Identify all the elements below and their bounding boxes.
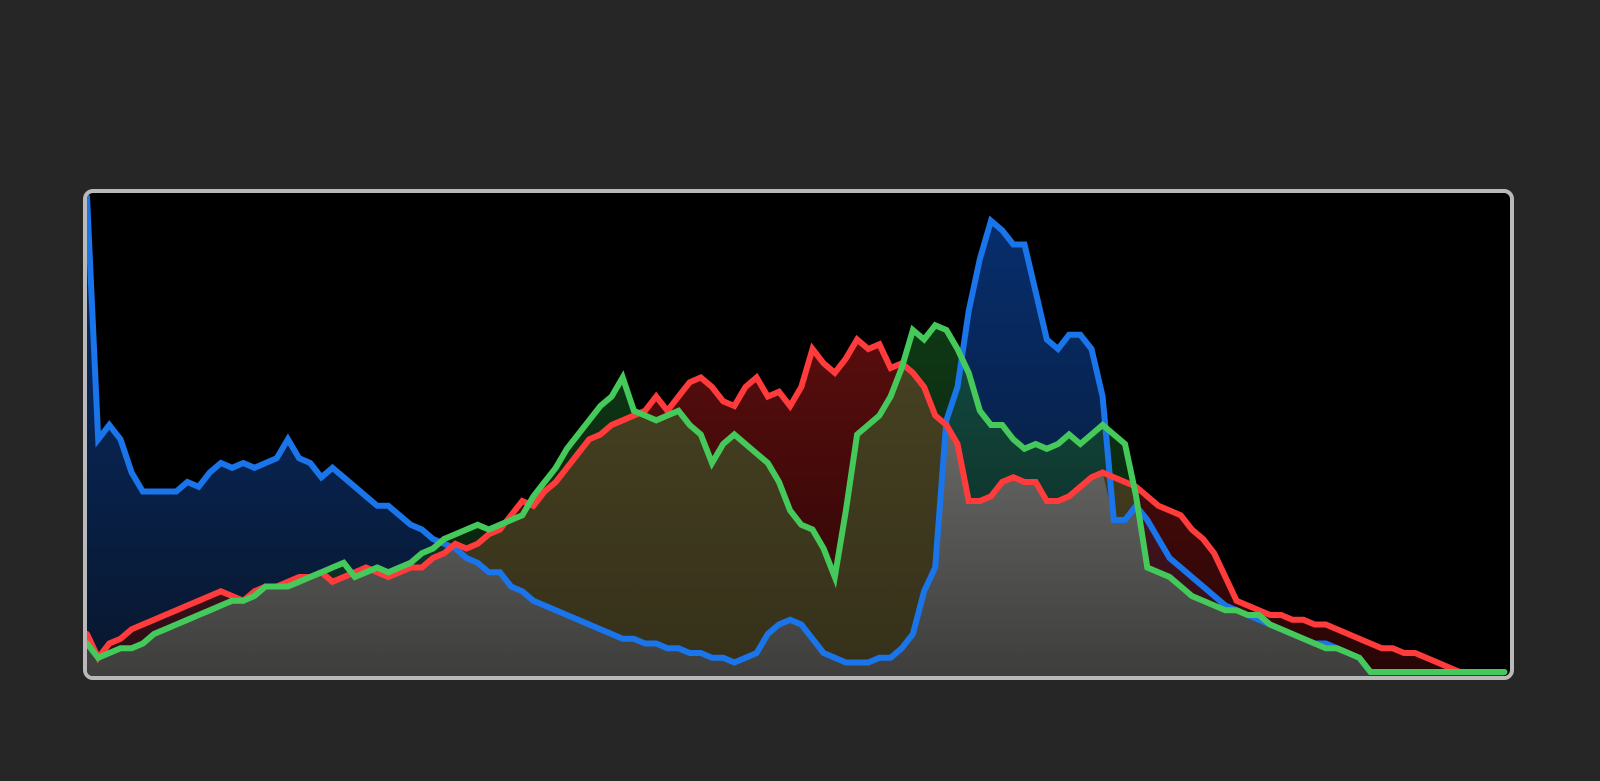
green-channel-line: [87, 321, 1508, 675]
histogram-fill-layer: [87, 197, 1505, 676]
rgb-histogram-chart: [87, 194, 1508, 676]
histogram-panel: [83, 189, 1514, 680]
overlap-area: [87, 425, 1505, 676]
histogram-line-layer: [87, 194, 1508, 675]
